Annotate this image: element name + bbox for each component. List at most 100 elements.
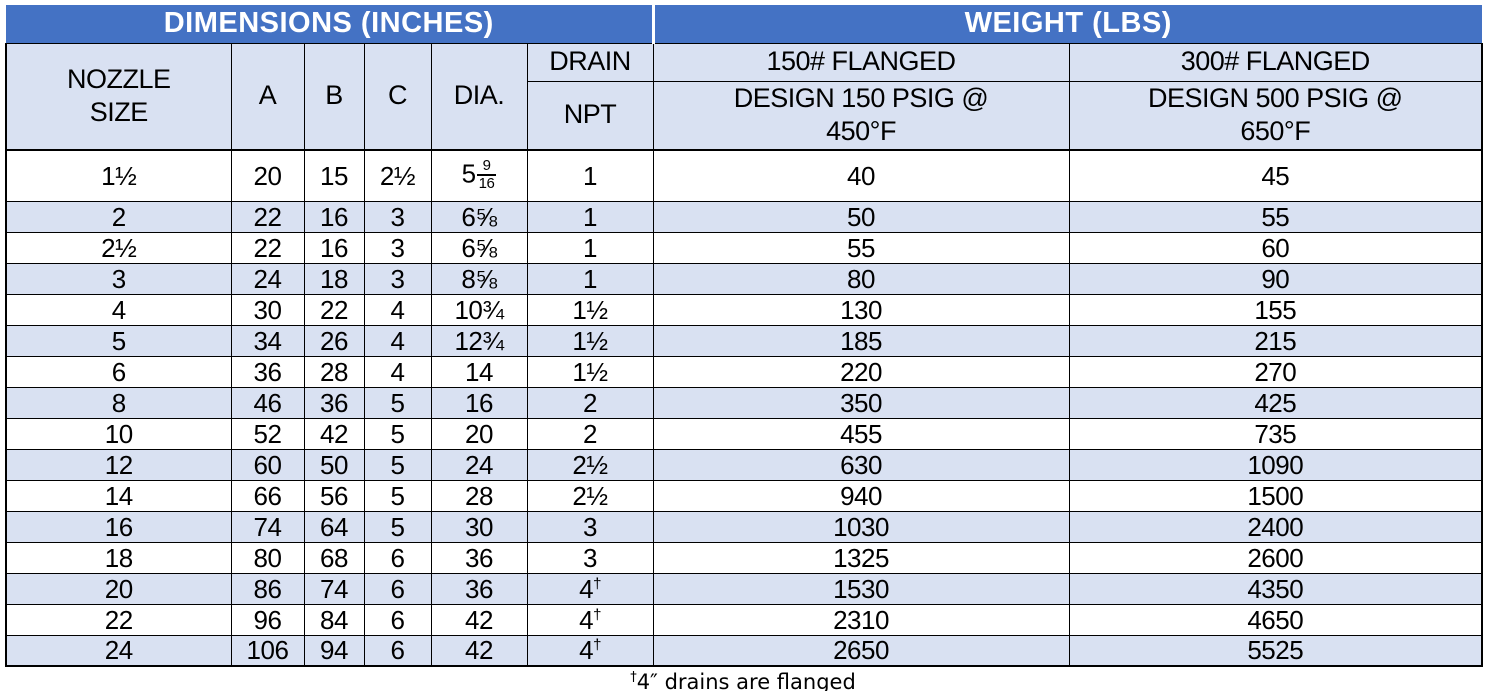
cell-a: 24 (230, 262, 305, 295)
cell-b: 18 (303, 262, 365, 295)
cell-b: 56 (303, 479, 365, 512)
cell-npt: 2½ (526, 479, 654, 512)
cell-c: 5 (363, 386, 432, 419)
col-header-b: B (303, 42, 365, 151)
cell-c: 4 (363, 355, 432, 388)
col-header-150-flanged: 150# FLANGED (652, 42, 1070, 82)
dagger-footnote-marker: † (593, 605, 601, 623)
cell-dia: 36 (430, 572, 528, 605)
cell-b: 64 (303, 510, 365, 543)
cell-size: 18 (5, 541, 232, 574)
cell-w150: 55 (652, 231, 1070, 264)
cell-a: 66 (230, 479, 305, 512)
cell-a: 34 (230, 324, 305, 357)
cell-dia: 5 9 16 (430, 149, 528, 202)
col-header-drain: DRAIN (526, 42, 654, 82)
cell-w150: 455 (652, 417, 1070, 450)
cell-dia: 42 (430, 634, 528, 667)
table-row: 18 80 68 6 36 3 1325 2600 (5, 541, 1484, 574)
col-header-npt: NPT (526, 80, 654, 151)
table-row: 1½ 20 15 2½ 5 9 16 1 40 45 (5, 149, 1484, 202)
cell-dia: 6⅝ (430, 231, 528, 264)
cell-a: 52 (230, 417, 305, 450)
col-header-nozzle-size: NOZZLE SIZE (5, 42, 232, 151)
cell-dia: 14 (430, 355, 528, 388)
cell-npt: 2 (526, 386, 654, 419)
cell-size: 3 (5, 262, 232, 295)
cell-size: 2½ (5, 231, 232, 264)
stacked-fraction: 9 16 (476, 157, 497, 192)
cell-c: 4 (363, 324, 432, 357)
table-row: 24 106 94 6 42 4† 2650 5525 (5, 634, 1484, 667)
cell-a: 60 (230, 448, 305, 481)
cell-dia: 6⅝ (430, 200, 528, 233)
cell-b: 36 (303, 386, 365, 419)
dagger-footnote-marker: † (593, 574, 601, 592)
cell-npt: 1 (526, 262, 654, 295)
cell-w300: 5525 (1068, 634, 1484, 667)
cell-dia: 10¾ (430, 293, 528, 326)
cell-b: 84 (303, 603, 365, 636)
cell-w300: 2400 (1068, 510, 1484, 543)
cell-c: 2½ (363, 149, 432, 202)
cell-size: 8 (5, 386, 232, 419)
cell-w300: 45 (1068, 149, 1484, 202)
dagger-footnote-marker: † (630, 670, 637, 685)
cell-b: 28 (303, 355, 365, 388)
table-body: 1½ 20 15 2½ 5 9 16 1 40 45 2 22 16 3 6⅝ 1 50 55 2½ 22 16 3 6⅝ 1… (5, 149, 1484, 667)
cell-dia: 30 (430, 510, 528, 543)
cell-w150: 1325 (652, 541, 1070, 574)
cell-w150: 40 (652, 149, 1070, 202)
weight-title: WEIGHT (LBS) (653, 5, 1483, 44)
cell-w150: 80 (652, 262, 1070, 295)
cell-size: 1½ (5, 149, 232, 202)
cell-npt: 1½ (526, 293, 654, 326)
cell-a: 106 (230, 634, 305, 667)
footnote-text: 4″ drains are flanged (636, 670, 856, 691)
cell-w150: 130 (652, 293, 1070, 326)
cell-dia: 24 (430, 448, 528, 481)
cell-w300: 2600 (1068, 541, 1484, 574)
cell-npt: 2 (526, 417, 654, 450)
cell-w300: 1500 (1068, 479, 1484, 512)
cell-w150: 185 (652, 324, 1070, 357)
cell-dia: 28 (430, 479, 528, 512)
cell-w300: 4650 (1068, 603, 1484, 636)
cell-c: 6 (363, 572, 432, 605)
cell-w300: 735 (1068, 417, 1484, 450)
col-header-design-150: DESIGN 150 PSIG @ 450°F (652, 80, 1070, 151)
cell-c: 6 (363, 541, 432, 574)
table-row: 5 34 26 4 12¾ 1½ 185 215 (5, 324, 1484, 357)
cell-size: 5 (5, 324, 232, 357)
table-row: 16 74 64 5 30 3 1030 2400 (5, 510, 1484, 543)
cell-b: 50 (303, 448, 365, 481)
cell-b: 16 (303, 200, 365, 233)
cell-a: 20 (230, 149, 305, 202)
cell-c: 3 (363, 262, 432, 295)
cell-b: 22 (303, 293, 365, 326)
cell-npt: 1½ (526, 324, 654, 357)
col-header-a: A (230, 42, 305, 151)
cell-w300: 55 (1068, 200, 1484, 233)
title-band-row: DIMENSIONS (INCHES) WEIGHT (LBS) (6, 5, 1483, 44)
cell-w300: 270 (1068, 355, 1484, 388)
cell-w300: 90 (1068, 262, 1484, 295)
cell-size: 20 (5, 572, 232, 605)
table-row: 12 60 50 5 24 2½ 630 1090 (5, 448, 1484, 481)
cell-npt: 3 (526, 541, 654, 574)
col-header-design-300: DESIGN 500 PSIG @ 650°F (1068, 80, 1484, 151)
dimensions-title: DIMENSIONS (INCHES) (6, 5, 655, 44)
cell-npt: 4† (526, 603, 654, 636)
cell-w300: 60 (1068, 231, 1484, 264)
cell-b: 16 (303, 231, 365, 264)
cell-w300: 4350 (1068, 572, 1484, 605)
cell-c: 6 (363, 603, 432, 636)
cell-w150: 1030 (652, 510, 1070, 543)
npt-value: 4 (579, 635, 594, 666)
cell-b: 15 (303, 149, 365, 202)
cell-a: 36 (230, 355, 305, 388)
cell-dia: 8⅝ (430, 262, 528, 295)
col-header-dia: DIA. (430, 42, 528, 151)
table-row: 8 46 36 5 16 2 350 425 (5, 386, 1484, 419)
